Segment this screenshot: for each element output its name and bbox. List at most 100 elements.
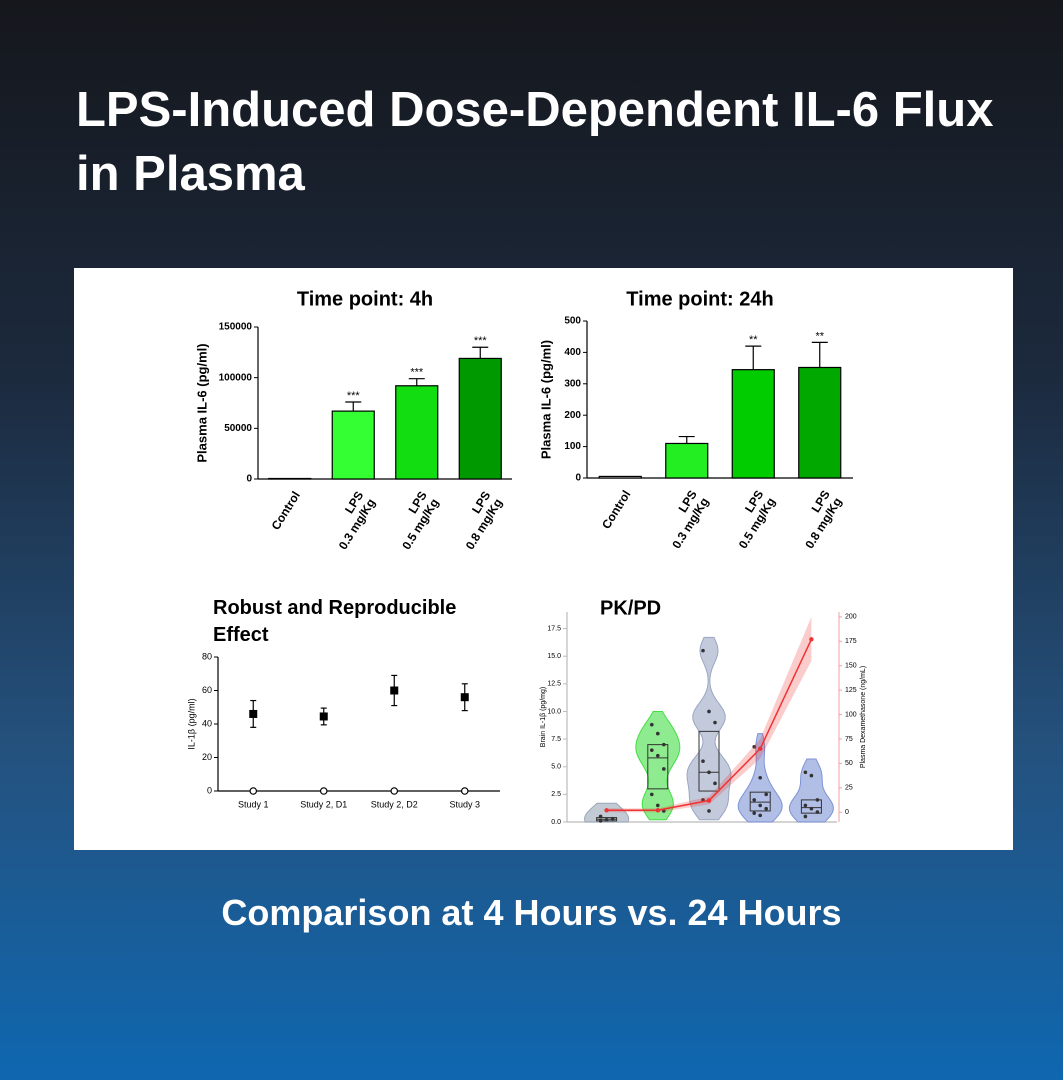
bar xyxy=(331,410,375,480)
violin xyxy=(584,802,630,823)
point xyxy=(752,798,756,802)
point xyxy=(460,787,469,795)
point xyxy=(803,770,808,775)
annotation: *** xyxy=(474,335,488,347)
point xyxy=(758,775,762,780)
y-tick-label: 0 xyxy=(246,474,252,485)
y-tick-label: 17.5 xyxy=(547,625,561,632)
y-tick-label: 80 xyxy=(202,651,212,661)
box xyxy=(698,730,720,792)
point xyxy=(319,712,328,721)
point xyxy=(249,709,258,718)
y-tick-label: 300 xyxy=(564,378,581,389)
box xyxy=(749,791,771,812)
point xyxy=(650,792,654,797)
box xyxy=(800,799,822,814)
point xyxy=(390,787,399,795)
y2-tick-label: 175 xyxy=(845,638,857,645)
chart-title: Time point: 24h xyxy=(626,288,773,310)
y2-tick-label: 200 xyxy=(845,614,857,621)
point xyxy=(656,803,660,808)
point xyxy=(809,806,814,811)
y-tick-label: 400 xyxy=(564,347,581,358)
point xyxy=(656,731,660,736)
line-point xyxy=(655,808,660,813)
y-tick-label: 12.5 xyxy=(547,681,561,688)
x-tick-label: Study 2, D1 xyxy=(300,799,347,809)
point xyxy=(803,814,808,819)
point xyxy=(662,767,666,771)
annotation: ** xyxy=(815,330,824,342)
y-tick-label: 20 xyxy=(202,752,212,762)
point xyxy=(758,813,762,818)
x-tick-label: Study 3 xyxy=(449,799,480,809)
bar xyxy=(665,442,709,479)
bar xyxy=(458,357,502,480)
bar xyxy=(598,475,642,479)
y2-tick-label: 25 xyxy=(845,785,853,792)
y2-tick-label: 100 xyxy=(845,711,857,718)
point xyxy=(713,720,717,725)
point xyxy=(707,770,711,775)
y-tick-label: 10.0 xyxy=(547,708,561,715)
point xyxy=(610,816,615,821)
y2-tick-label: 150 xyxy=(845,663,857,670)
point xyxy=(604,817,609,822)
violin xyxy=(788,758,834,823)
page-footer: Comparison at 4 Hours vs. 24 Hours xyxy=(221,892,842,933)
y-axis-label: Brain IL-1β (pg/mg) xyxy=(540,687,547,747)
panel xyxy=(74,268,1013,850)
point xyxy=(809,773,814,778)
y-axis-label: Plasma IL-6 (pg/ml) xyxy=(538,340,553,459)
point xyxy=(662,742,666,747)
line-point xyxy=(758,746,763,751)
chart-title: Time point: 4h xyxy=(297,288,433,310)
y-axis-label: IL-1β (pg/ml) xyxy=(186,698,196,749)
x-tick-label: Study 2, D2 xyxy=(371,799,418,809)
point xyxy=(758,803,762,808)
point xyxy=(249,787,258,795)
y-tick-label: 0.0 xyxy=(551,819,561,826)
y-tick-label: 50000 xyxy=(224,423,252,434)
y-tick-label: 0 xyxy=(207,785,212,795)
y-tick-label: 60 xyxy=(202,685,212,695)
point xyxy=(764,806,768,811)
point xyxy=(815,810,820,814)
point xyxy=(803,803,808,808)
line-point xyxy=(604,808,609,813)
bar xyxy=(798,366,842,479)
y-tick-label: 100 xyxy=(564,441,581,452)
point xyxy=(656,753,660,758)
point xyxy=(752,745,756,749)
y-tick-label: 7.5 xyxy=(551,736,561,743)
chart-title: PK/PD xyxy=(600,597,661,619)
point xyxy=(598,819,603,823)
annotation: ** xyxy=(749,334,758,346)
y2-tick-label: 125 xyxy=(845,687,857,694)
point xyxy=(598,814,603,819)
y-tick-label: 0 xyxy=(575,473,581,484)
point xyxy=(650,722,654,727)
y-tick-label: 500 xyxy=(564,316,581,327)
charts: 0 50000 100000 150 0 0 0 Plasma IL-6 (pg/ml) Tim… xyxy=(74,268,1013,850)
y2-tick-label: 0 xyxy=(845,809,849,816)
point xyxy=(815,798,820,802)
y-tick-label: 200 xyxy=(564,410,581,421)
y-axis-label: Plasma IL-6 (pg/ml) xyxy=(194,343,209,462)
point xyxy=(319,787,328,795)
y2-tick-label: 50 xyxy=(845,760,853,767)
y-tick-label: 5.0 xyxy=(551,764,561,771)
y-tick-label: 100000 xyxy=(219,372,253,383)
x-tick-label: Study 1 xyxy=(238,799,269,809)
point xyxy=(460,693,469,702)
bar xyxy=(731,369,775,479)
point xyxy=(764,792,768,797)
annotation: *** xyxy=(347,390,361,402)
point xyxy=(713,781,717,786)
y-tick-label: 40 xyxy=(202,718,212,728)
line-point xyxy=(809,637,814,642)
chart-title: Robust and Reproducible Effect xyxy=(213,597,456,646)
annotation: *** xyxy=(410,367,424,379)
bar xyxy=(395,385,439,480)
